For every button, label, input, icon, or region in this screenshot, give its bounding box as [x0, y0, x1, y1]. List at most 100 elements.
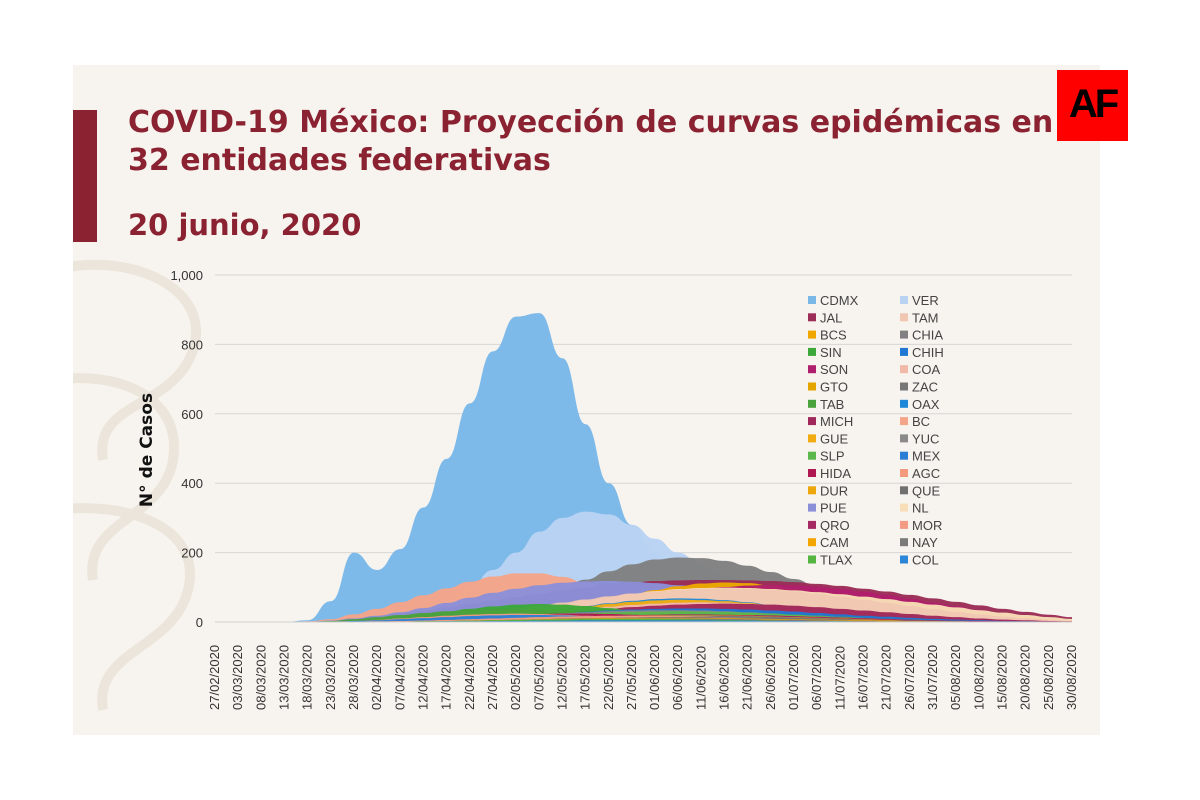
x-tick-label: 18/03/2020 [300, 645, 315, 710]
legend-swatch-bc [900, 417, 908, 426]
legend-label-tab: TAB [820, 397, 844, 412]
x-tick-label: 01/06/2020 [647, 645, 662, 710]
legend-label-nl: NL [912, 501, 929, 516]
legend-label-hida: HIDA [820, 466, 851, 481]
legend-label-son: SON [820, 362, 848, 377]
y-tick-label: 400 [181, 476, 203, 491]
legend-swatch-tam [900, 313, 908, 322]
x-tick-label: 16/07/2020 [856, 645, 871, 710]
legend-swatch-agc [900, 469, 908, 477]
legend-label-agc: AGC [912, 466, 940, 481]
y-tick-label: 800 [181, 337, 203, 352]
x-tick-label: 20/08/2020 [1018, 645, 1033, 710]
legend-label-bc: BC [912, 414, 930, 429]
legend-swatch-nay [900, 538, 908, 547]
x-tick-label: 05/08/2020 [948, 645, 963, 710]
x-tick-label: 15/08/2020 [995, 645, 1010, 710]
legend-swatch-mor [900, 520, 908, 529]
x-tick-label: 12/05/2020 [554, 645, 569, 710]
legend-swatch-jal [808, 313, 816, 322]
legend-label-mex: MEX [912, 449, 941, 464]
legend-swatch-coa [900, 365, 908, 374]
legend-label-tam: TAM [912, 310, 938, 325]
legend-label-jal: JAL [820, 310, 842, 325]
logo-text: AF [1068, 82, 1119, 126]
x-tick-label: 12/04/2020 [415, 645, 430, 710]
legend-label-slp: SLP [820, 449, 845, 464]
x-tick-label: 26/07/2020 [902, 645, 917, 710]
legend-label-yuc: YUC [912, 431, 939, 446]
legend-label-cdmx: CDMX [820, 293, 859, 308]
x-tick-label: 28/03/2020 [346, 645, 361, 710]
x-tick-label: 16/06/2020 [717, 645, 732, 710]
legend-swatch-mich [808, 417, 816, 426]
legend-label-nay: NAY [912, 535, 938, 550]
legend-label-dur: DUR [820, 483, 848, 498]
x-tick-label: 26/06/2020 [763, 645, 778, 710]
legend-label-chia: CHIA [912, 328, 943, 343]
legend-swatch-dur [808, 486, 816, 495]
x-tick-label: 27/05/2020 [624, 645, 639, 710]
slide-background [73, 65, 1100, 735]
legend-label-gue: GUE [820, 431, 849, 446]
x-tick-label: 06/06/2020 [670, 645, 685, 710]
area-cdmx [215, 313, 1072, 622]
legend-swatch-son [808, 365, 816, 374]
x-tick-label: 10/08/2020 [971, 645, 986, 710]
y-tick-label: 600 [181, 407, 203, 422]
x-tick-label: 27/04/2020 [485, 645, 500, 710]
legend-label-col: COL [912, 553, 939, 568]
x-tick-label: 03/03/2020 [230, 645, 245, 710]
x-tick-label: 02/05/2020 [508, 645, 523, 710]
legend-swatch-gto [808, 382, 816, 391]
legend-label-bcs: BCS [820, 328, 847, 343]
legend-label-tlax: TLAX [820, 553, 853, 568]
x-tick-label: 11/07/2020 [832, 646, 847, 710]
y-axis-label: N° de Casos [137, 393, 157, 507]
legend-swatch-chih [900, 347, 908, 356]
accent-bar [73, 110, 97, 242]
legend-swatch-slp [808, 451, 816, 460]
x-tick-label: 21/07/2020 [879, 645, 894, 710]
legend-swatch-cam [808, 538, 816, 547]
legend-label-sin: SIN [820, 345, 842, 360]
legend-swatch-tlax [808, 555, 816, 564]
x-tick-label: 08/03/2020 [253, 645, 268, 710]
x-tick-label: 07/04/2020 [392, 645, 407, 710]
legend-swatch-zac [900, 382, 908, 391]
legend-swatch-col [900, 555, 908, 564]
x-tick-label: 31/07/2020 [925, 645, 940, 710]
legend-label-zac: ZAC [912, 380, 938, 395]
legend-swatch-qro [808, 520, 816, 529]
page-title: COVID-19 México: Proyección de curvas ep… [128, 105, 1113, 178]
legend-label-cam: CAM [820, 535, 849, 550]
legend-label-chih: CHIH [912, 345, 944, 360]
y-tick-label: 1,000 [170, 268, 203, 283]
ornament-pattern [73, 259, 202, 711]
x-tick-label: 06/07/2020 [809, 645, 824, 710]
legend-label-gto: GTO [820, 380, 848, 395]
x-tick-label: 27/02/2020 [207, 645, 222, 710]
legend-label-coa: COA [912, 362, 941, 377]
legend-label-que: QUE [912, 483, 941, 498]
legend-swatch-nl [900, 503, 908, 512]
x-tick-label: 22/05/2020 [601, 645, 616, 710]
page-date: 20 junio, 2020 [128, 208, 362, 242]
legend-swatch-bcs [808, 330, 816, 339]
y-tick-label: 200 [181, 546, 203, 561]
chart-areas [215, 313, 1072, 622]
legend-label-mich: MICH [820, 414, 853, 429]
legend-swatch-yuc [900, 434, 908, 443]
legend-swatch-pue [808, 503, 816, 512]
legend-label-oax: OAX [912, 397, 940, 412]
legend-swatch-hida [808, 469, 816, 477]
x-tick-label: 17/05/2020 [578, 645, 593, 710]
x-tick-label: 21/06/2020 [740, 645, 755, 710]
x-tick-label: 30/08/2020 [1064, 645, 1079, 710]
x-tick-label: 01/07/2020 [786, 645, 801, 710]
legend-label-qro: QRO [820, 518, 850, 533]
legend-swatch-mex [900, 451, 908, 460]
x-tick-label: 25/08/2020 [1041, 645, 1056, 710]
af-logo: AF [1057, 70, 1128, 141]
y-tick-label: 0 [196, 615, 203, 630]
